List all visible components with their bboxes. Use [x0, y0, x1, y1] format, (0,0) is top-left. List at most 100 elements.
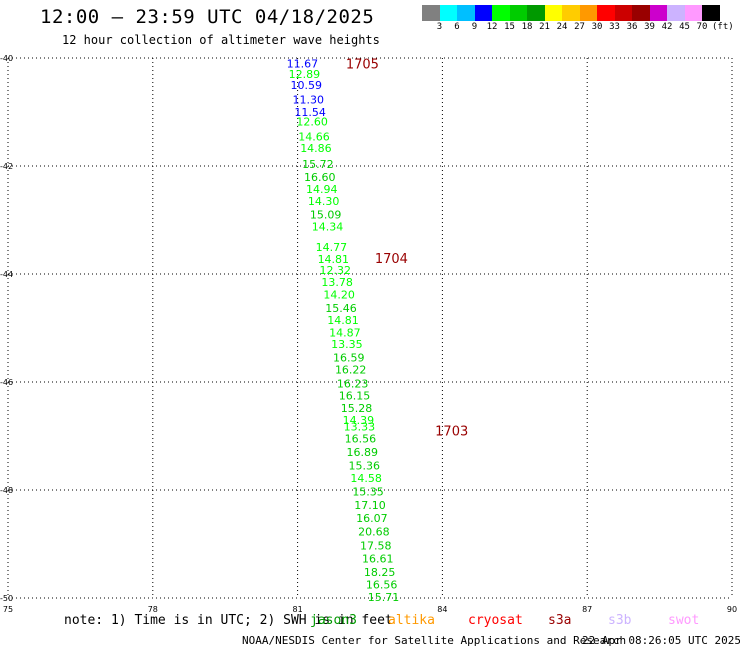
wave-height-value: 13.33 — [344, 420, 376, 433]
wave-height-value: 15.09 — [310, 209, 342, 222]
wave-height-value: 14.94 — [306, 183, 338, 196]
wave-height-colorbar — [422, 5, 720, 21]
lat-tick-label: -46 — [0, 378, 13, 387]
lon-tick-label: 84 — [437, 605, 447, 614]
wave-height-value: 15.28 — [341, 402, 373, 415]
wave-height-value: 16.56 — [366, 579, 398, 592]
colorbar-label: 15 — [504, 22, 515, 32]
colorbar-swatch — [702, 5, 720, 21]
wave-height-value: 13.78 — [321, 276, 353, 289]
legend-item-s3a: s3a — [548, 613, 572, 628]
colorbar-swatch — [492, 5, 510, 21]
lon-tick-label: 78 — [148, 605, 158, 614]
wave-height-value: 14.58 — [350, 472, 382, 485]
colorbar-label: 9 — [471, 22, 478, 32]
wave-height-value: 16.22 — [335, 364, 367, 377]
colorbar-labels: 3 6 9 12 15 18 21 24 27 30 33 36 39 42 45 70 (ft) — [422, 22, 740, 34]
colorbar-label: 36 — [626, 22, 638, 32]
colorbar-swatch — [667, 5, 685, 21]
colorbar-swatch — [684, 5, 702, 21]
lat-tick-label: -44 — [0, 270, 13, 279]
wave-height-value: 12.32 — [319, 264, 351, 277]
colorbar-swatch — [632, 5, 650, 21]
colorbar-unit: (ft) — [712, 22, 734, 32]
colorbar-label: 3 — [436, 22, 443, 32]
footer-timestamp: 22 Apr 08:26:05 UTC 2025 — [582, 634, 740, 647]
wave-height-value: 10.59 — [291, 79, 323, 92]
colorbar-swatch — [439, 5, 457, 21]
pass-time-label: 1703 — [435, 425, 468, 440]
wave-height-value: 11.54 — [294, 106, 326, 119]
wave-height-value: 12.89 — [289, 68, 321, 81]
wave-height-value: 17.58 — [360, 540, 392, 553]
colorbar-label: 42 — [661, 22, 673, 32]
map-subtitle: 12 hour collection of altimeter wave hei… — [62, 33, 380, 47]
lon-tick-label: 75 — [3, 605, 13, 614]
wave-height-value: 17.10 — [354, 499, 386, 512]
lat-tick-label: -48 — [0, 486, 13, 495]
legend-item-swot: swot — [668, 613, 700, 628]
colorbar-swatch — [544, 5, 562, 21]
wave-height-value: 14.34 — [312, 220, 344, 233]
wave-height-value: 16.89 — [347, 446, 379, 459]
wave-height-value: 14.66 — [298, 130, 330, 143]
colorbar-label: 30 — [591, 22, 603, 32]
wave-height-value: 16.60 — [304, 171, 336, 184]
legend-item-s3b: s3b — [608, 613, 632, 628]
lat-tick-label: -40 — [0, 54, 13, 63]
colorbar-swatch — [457, 5, 475, 21]
wave-height-value: 14.39 — [343, 414, 375, 427]
footer-org: NOAA/NESDIS Center for Satellite Applica… — [242, 634, 627, 647]
lon-tick-label: 90 — [727, 605, 737, 614]
lat-tick-label: -42 — [0, 162, 13, 171]
wave-height-value: 15.71 — [368, 591, 400, 604]
wave-height-value: 14.81 — [318, 253, 350, 266]
map-title: 12:00 – 23:59 UTC 04/18/2025 — [40, 6, 375, 28]
pass-time-label: 1704 — [375, 252, 408, 267]
colorbar-swatch — [649, 5, 667, 21]
colorbar-label: 18 — [521, 22, 533, 32]
colorbar-label: 12 — [486, 22, 498, 32]
colorbar-label: 39 — [644, 22, 655, 32]
colorbar-label: 21 — [539, 22, 550, 32]
lon-tick-label: 81 — [293, 605, 303, 614]
colorbar-label: 70 — [696, 22, 708, 32]
pass-time-label: 1705 — [346, 57, 379, 72]
colorbar-label: 33 — [609, 22, 620, 32]
colorbar-swatch — [562, 5, 580, 21]
wave-height-value: 18.25 — [364, 566, 396, 579]
wave-height-value: 11.30 — [292, 94, 324, 107]
wave-height-value: 11.67 — [287, 57, 319, 70]
wave-height-value: 14.86 — [300, 142, 332, 155]
wave-height-value: 16.07 — [356, 512, 388, 525]
wave-height-value: 14.81 — [327, 314, 359, 327]
colorbar-label: 45 — [679, 22, 690, 32]
wave-height-value: 16.56 — [345, 433, 377, 446]
wave-height-value: 20.68 — [358, 526, 390, 539]
colorbar-swatch — [422, 5, 440, 21]
wave-height-value: 12.60 — [296, 116, 328, 129]
wave-height-value: 15.46 — [325, 302, 357, 315]
wave-height-value: 14.77 — [316, 241, 348, 254]
wave-height-value: 13.35 — [331, 338, 363, 351]
wave-height-value: 16.23 — [337, 378, 369, 391]
colorbar-label: 24 — [556, 22, 568, 32]
colorbar-label: 27 — [574, 22, 585, 32]
wave-height-value: 15.35 — [352, 486, 384, 499]
lon-tick-label: 87 — [582, 605, 592, 614]
legend-item-cryosat: cryosat — [468, 613, 523, 628]
wave-height-value: 16.61 — [362, 553, 394, 566]
note-text: note: 1) Time is in UTC; 2) SWH is in fe… — [64, 613, 393, 628]
colorbar-swatch — [474, 5, 492, 21]
colorbar-swatch — [614, 5, 632, 21]
legend-item-altika: altika — [388, 613, 435, 628]
wave-height-value: 15.36 — [348, 460, 380, 473]
wave-height-value: 14.30 — [308, 195, 340, 208]
colorbar-label: 6 — [454, 22, 460, 32]
lat-tick-label: -50 — [0, 594, 13, 603]
legend-item-jason3: jason3 — [310, 613, 357, 628]
colorbar-swatch — [527, 5, 545, 21]
colorbar-swatch — [509, 5, 527, 21]
wave-height-value: 15.72 — [302, 158, 334, 171]
